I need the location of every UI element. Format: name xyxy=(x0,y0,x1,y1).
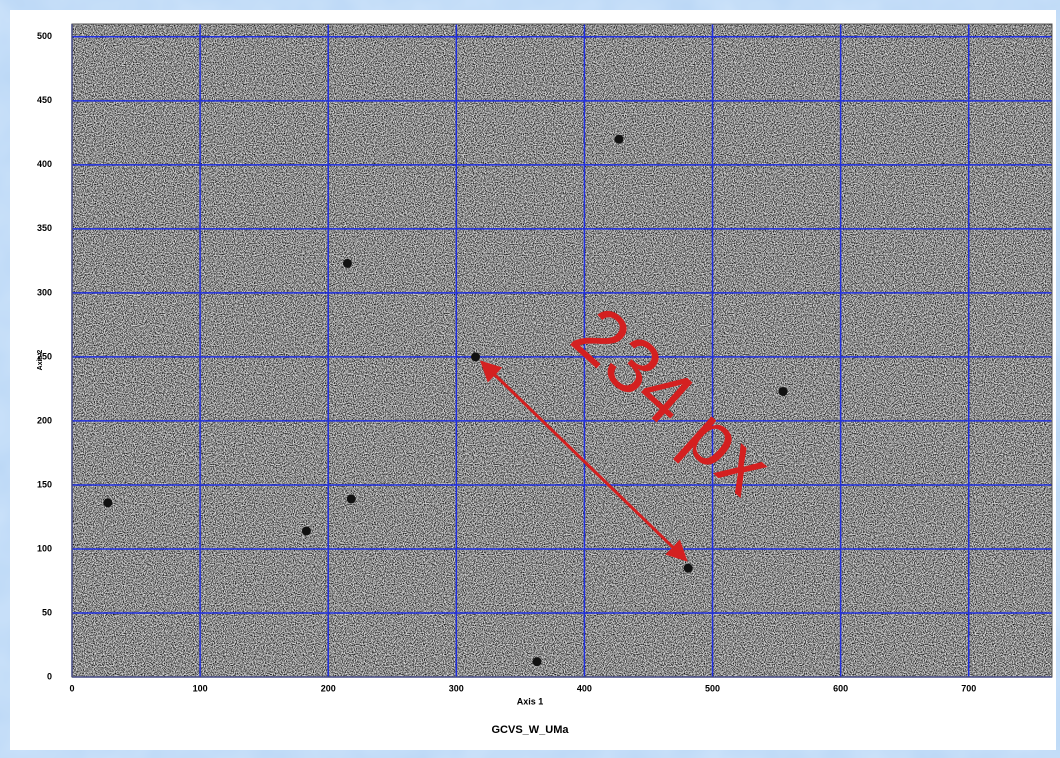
y-tick-label: 400 xyxy=(37,159,52,169)
chart-title: GCVS_W_UMa xyxy=(491,724,569,736)
x-axis-label: Axis 1 xyxy=(517,696,544,706)
y-tick-label: 0 xyxy=(47,671,52,681)
x-tick-label: 600 xyxy=(833,683,848,693)
y-tick-label: 100 xyxy=(37,543,52,553)
y-tick-label: 50 xyxy=(42,607,52,617)
y-tick-label: 500 xyxy=(37,31,52,41)
y-tick-label: 200 xyxy=(37,415,52,425)
distance-arrow xyxy=(480,360,688,562)
y-tick-label: 150 xyxy=(37,479,52,489)
star xyxy=(683,563,693,573)
star xyxy=(103,498,113,508)
image-noise xyxy=(72,24,1052,677)
y-tick-label: 300 xyxy=(37,287,52,297)
x-tick-label: 0 xyxy=(69,683,74,693)
x-tick-label: 700 xyxy=(961,683,976,693)
star xyxy=(614,134,624,144)
star xyxy=(471,352,481,362)
star xyxy=(532,657,542,667)
y-tick-label: 250 xyxy=(37,351,52,361)
x-tick-label: 500 xyxy=(705,683,720,693)
star xyxy=(778,386,788,396)
star xyxy=(346,494,356,504)
y-tick-label: 350 xyxy=(37,223,52,233)
star xyxy=(301,526,311,536)
y-axis-label: Axis 2 xyxy=(37,350,44,371)
x-tick-label: 400 xyxy=(577,683,592,693)
x-tick-label: 100 xyxy=(193,683,208,693)
star xyxy=(342,258,352,268)
x-tick-label: 200 xyxy=(321,683,336,693)
plot-frame xyxy=(71,23,1053,678)
y-tick-label: 450 xyxy=(37,95,52,105)
x-tick-label: 300 xyxy=(449,683,464,693)
